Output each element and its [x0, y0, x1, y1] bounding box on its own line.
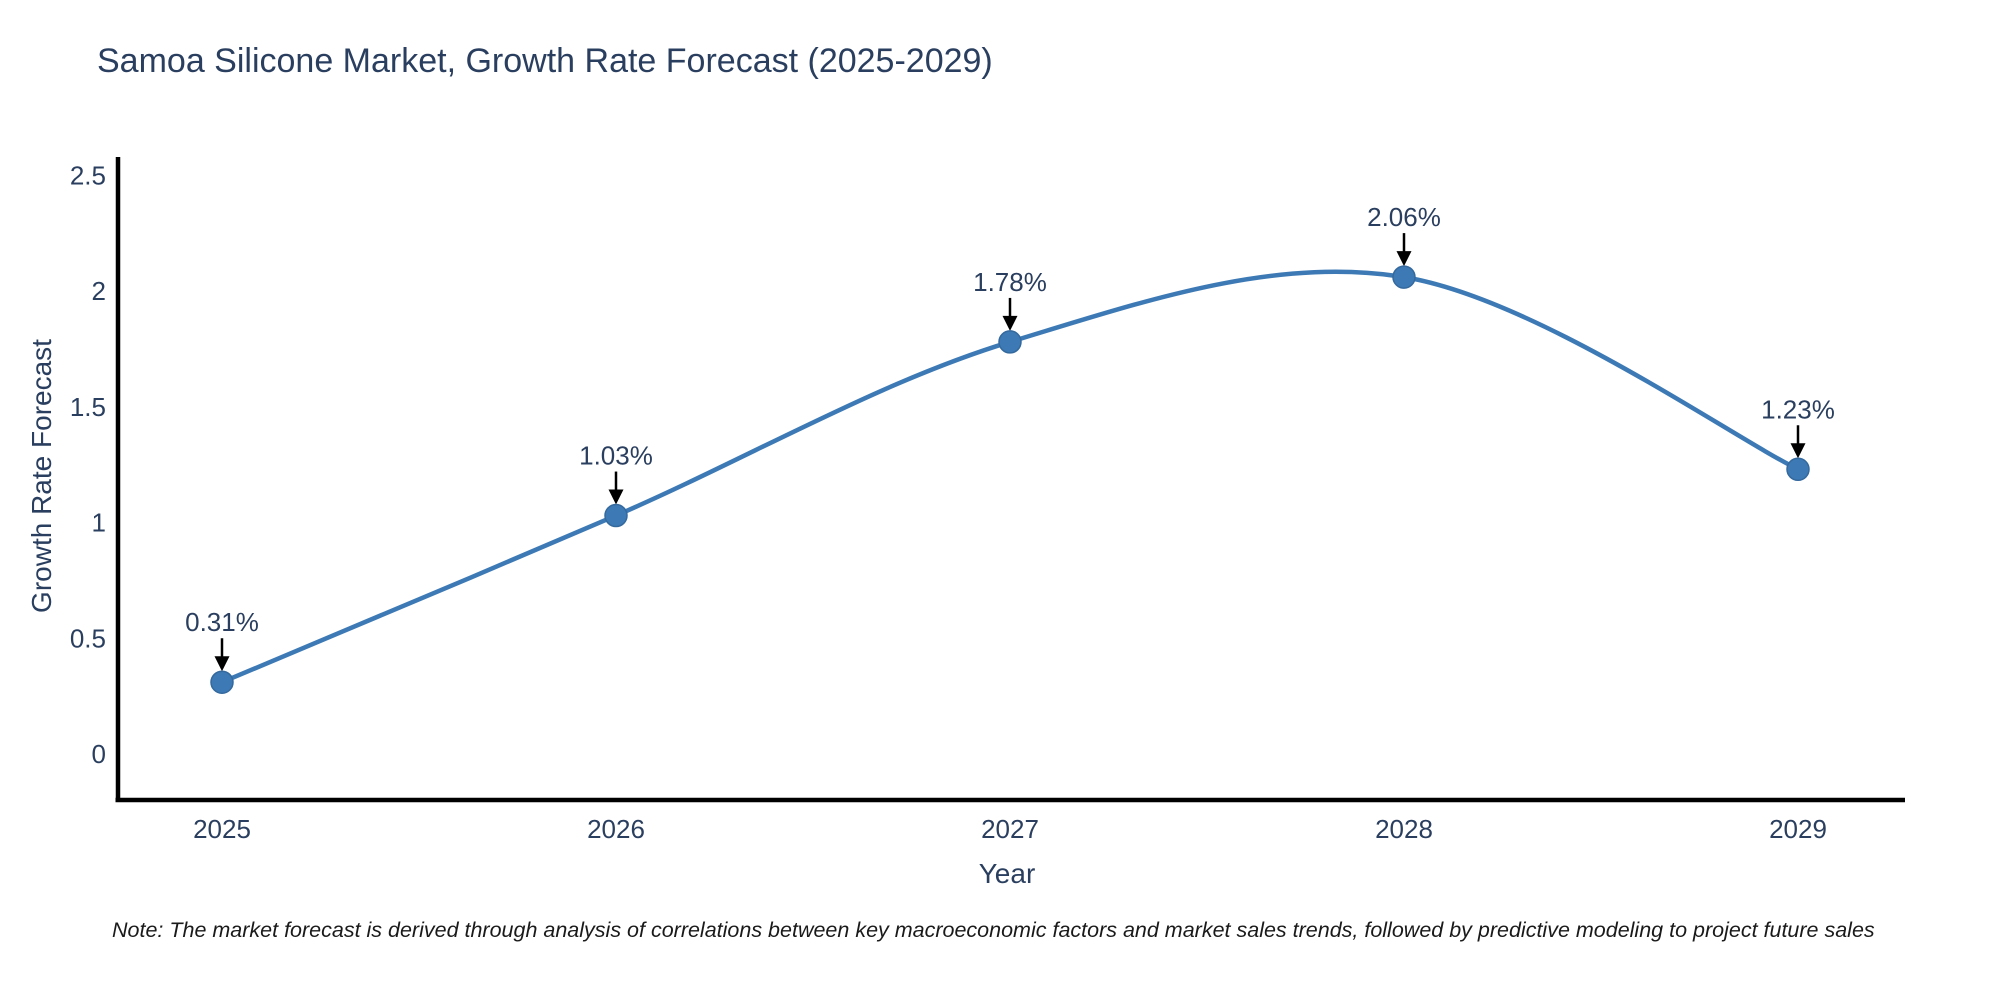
- y-tick-label: 1: [92, 508, 106, 538]
- y-tick-label: 2.5: [70, 160, 106, 190]
- y-tick-label: 0: [92, 739, 106, 769]
- data-point-label: 0.31%: [185, 607, 259, 637]
- data-point-marker: [998, 330, 1022, 354]
- y-axis-title: Growth Rate Forecast: [26, 339, 57, 613]
- data-point-label: 1.78%: [973, 267, 1047, 297]
- y-tick-label: 2: [92, 276, 106, 306]
- y-tick-label: 0.5: [70, 623, 106, 653]
- chart-title: Samoa Silicone Market, Growth Rate Forec…: [97, 42, 993, 80]
- data-point-marker: [604, 503, 628, 528]
- annotation-arrowhead: [1002, 315, 1018, 331]
- data-point-label: 1.03%: [579, 441, 653, 471]
- data-point-marker: [210, 670, 234, 694]
- x-tick-label: 2027: [981, 814, 1039, 844]
- x-tick-label: 2025: [193, 814, 251, 844]
- data-point-marker: [1392, 265, 1416, 289]
- annotation-arrowhead: [608, 489, 624, 505]
- footnote: Note: The market forecast is derived thr…: [112, 918, 1875, 942]
- x-tick-label: 2026: [587, 814, 645, 844]
- data-point-label: 1.23%: [1761, 394, 1835, 424]
- annotation-arrowhead: [1790, 443, 1806, 459]
- x-tick-label: 2028: [1375, 814, 1433, 844]
- data-point-marker: [1786, 457, 1810, 482]
- data-point-label: 2.06%: [1367, 202, 1441, 232]
- x-tick-label: 2029: [1769, 814, 1827, 844]
- y-tick-label: 1.5: [70, 392, 106, 422]
- annotation-arrowhead: [214, 656, 230, 672]
- x-axis-title: Year: [978, 858, 1036, 889]
- annotation-arrowhead: [1396, 251, 1412, 267]
